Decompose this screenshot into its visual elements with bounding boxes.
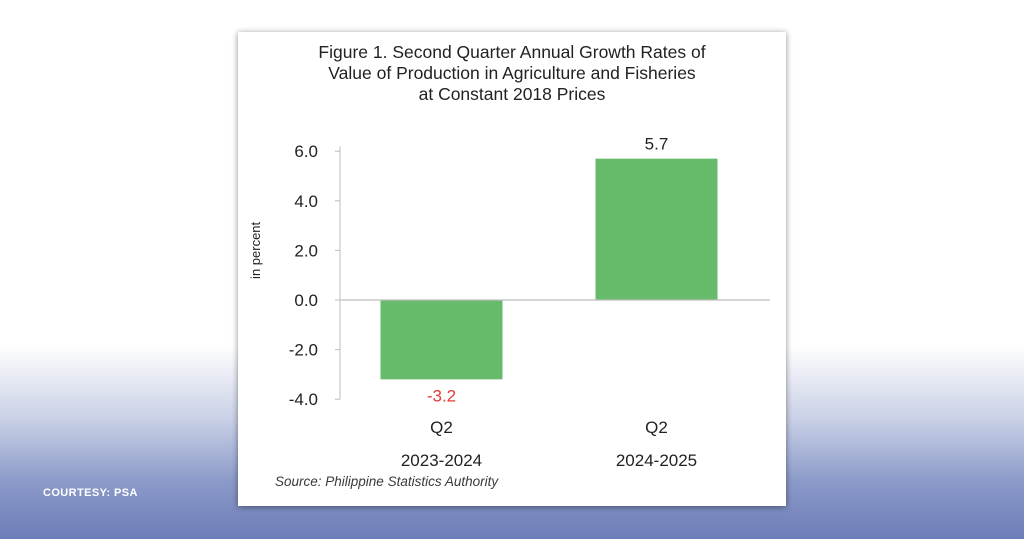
- data-label: 5.7: [645, 135, 669, 154]
- y-tick-label: -2.0: [289, 341, 318, 360]
- bar: [380, 300, 503, 380]
- bar: [595, 158, 718, 300]
- chart-title: Figure 1. Second Quarter Annual Growth R…: [238, 42, 786, 105]
- x-category-sublabel: 2024-2025: [616, 451, 697, 470]
- x-category-sublabel: 2023-2024: [401, 451, 482, 470]
- x-category-label: Q2: [430, 418, 453, 437]
- chart-title-line-2: Value of Production in Agriculture and F…: [328, 63, 696, 83]
- courtesy-credit: COURTESY: PSA: [43, 487, 138, 499]
- y-tick-label: 6.0: [294, 142, 318, 161]
- y-tick-label: 4.0: [294, 192, 318, 211]
- data-label: -3.2: [427, 386, 456, 405]
- bar-chart: 6.0 4.0 2.0 0.0 -2.0 -4.0 in percent -3.2 Q2 2023…: [248, 135, 770, 470]
- y-tick-label: -4.0: [289, 390, 318, 409]
- chart-title-line-1: Figure 1. Second Quarter Annual Growth R…: [318, 42, 706, 62]
- y-axis-title: in percent: [248, 221, 263, 278]
- chart-title-line-3: at Constant 2018 Prices: [418, 84, 606, 104]
- y-tick-label: 0.0: [294, 291, 318, 310]
- source-note: Source: Philippine Statistics Authority: [275, 474, 499, 489]
- x-category-label: Q2: [645, 418, 668, 437]
- chart-card: Figure 1. Second Quarter Annual Growth R…: [238, 32, 786, 506]
- y-tick-label: 2.0: [294, 241, 318, 260]
